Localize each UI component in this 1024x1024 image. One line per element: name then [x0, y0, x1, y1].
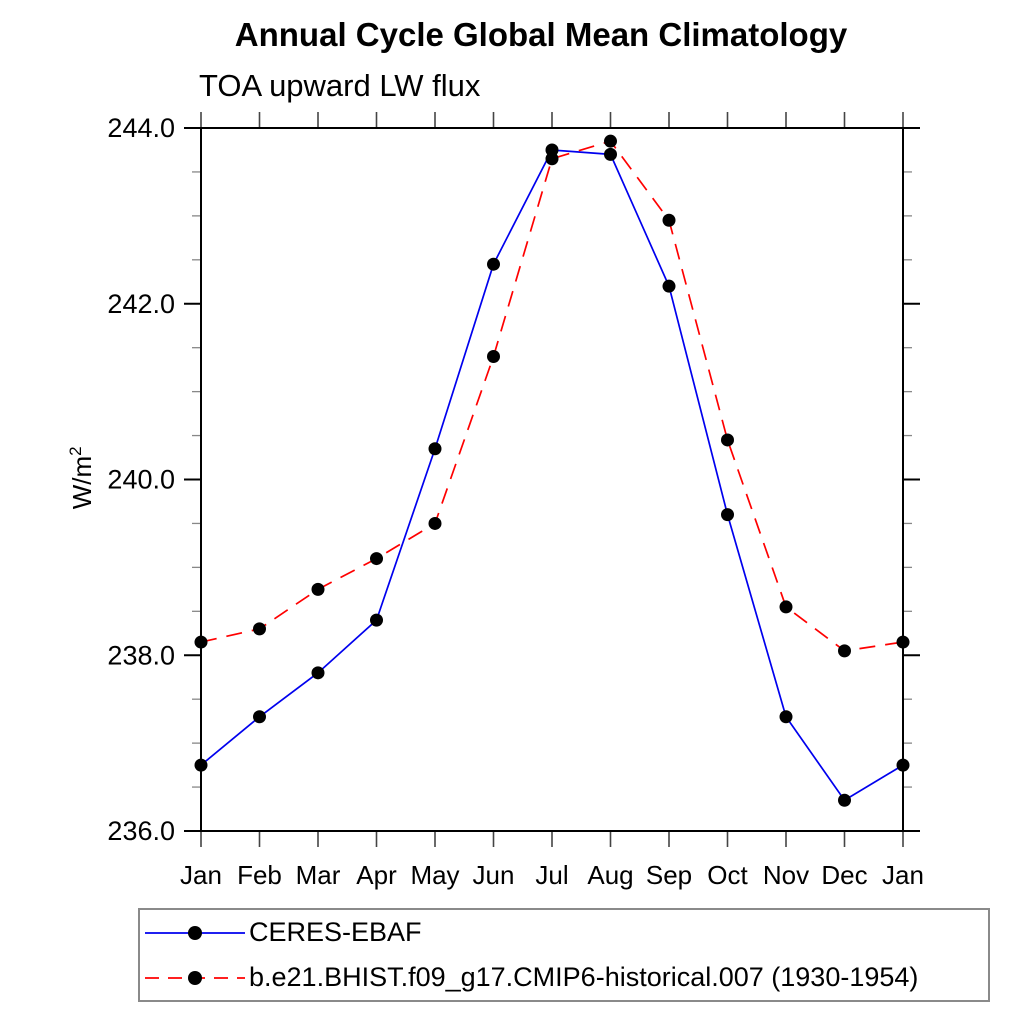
- data-point-marker: [604, 147, 617, 161]
- legend-sample-solid-line: [145, 925, 245, 940]
- data-point-marker: [896, 758, 910, 772]
- legend-box: CERES-EBAF b.e21.BHIST.f09_g17.CMIP6-his…: [138, 908, 990, 1002]
- x-tick-label: May: [410, 860, 459, 890]
- x-tick-label: Jan: [180, 860, 222, 890]
- series-line-0: [200, 149, 904, 802]
- y-tick-label: 238.0: [107, 640, 175, 670]
- y-axis-major-ticks: [184, 127, 920, 832]
- data-point-marker: [604, 134, 617, 148]
- legend-row-model: b.e21.BHIST.f09_g17.CMIP6-historical.007…: [140, 955, 988, 1000]
- data-point-marker: [487, 349, 500, 363]
- data-point-marker: [370, 613, 383, 627]
- data-point-marker: [311, 666, 325, 680]
- data-point-marker: [428, 442, 442, 456]
- plot-frame: [200, 127, 904, 832]
- x-tick-label: Jul: [535, 860, 568, 890]
- chart-subtitle: TOA upward LW flux: [199, 68, 481, 103]
- x-tick-label: Mar: [296, 860, 341, 890]
- y-axis-minor-ticks: [192, 171, 912, 788]
- data-point-marker: [253, 710, 266, 724]
- data-point-marker: [487, 257, 500, 271]
- legend-marker: [188, 970, 202, 985]
- data-point-marker: [253, 622, 266, 636]
- series-line-1: [200, 140, 904, 652]
- plot-area: 236.0 238.0 240.0 242.0 244.0 Jan Feb Mar Apr May…: [107, 112, 924, 890]
- data-point-marker: [779, 600, 793, 614]
- data-point-marker: [779, 710, 793, 724]
- legend-label-ceres: CERES-EBAF: [249, 917, 422, 947]
- x-axis-ticks: [200, 112, 904, 847]
- x-axis-tick-labels: Jan Feb Mar Apr May Jun Jul Aug Sep Oct Nov Dec Jan: [180, 860, 924, 890]
- x-tick-label: Nov: [763, 860, 809, 890]
- x-tick-label: Jun: [473, 860, 515, 890]
- chart-title: Annual Cycle Global Mean Climatology: [234, 16, 848, 53]
- data-point-marker: [838, 793, 851, 807]
- data-point-marker: [370, 552, 383, 566]
- y-tick-label: 236.0: [107, 816, 175, 846]
- data-point-marker: [838, 644, 851, 658]
- x-tick-label: Jan: [882, 860, 924, 890]
- data-point-marker: [428, 516, 442, 530]
- x-tick-label: Aug: [587, 860, 633, 890]
- x-tick-label: Dec: [821, 860, 867, 890]
- x-tick-label: Apr: [356, 860, 397, 890]
- legend-row-ceres: CERES-EBAF: [140, 910, 988, 955]
- data-point-marker: [194, 635, 208, 649]
- data-point-marker: [721, 433, 734, 447]
- y-axis-tick-labels: 236.0 238.0 240.0 242.0 244.0: [107, 113, 175, 846]
- legend-label-model: b.e21.BHIST.f09_g17.CMIP6-historical.007…: [249, 962, 919, 992]
- x-tick-label: Oct: [707, 860, 748, 890]
- series-markers-1: [194, 134, 910, 658]
- x-tick-label: Feb: [237, 860, 282, 890]
- data-point-marker: [662, 213, 676, 227]
- data-point-marker: [311, 582, 325, 596]
- y-tick-label: 244.0: [107, 113, 175, 143]
- legend-sample-dashed-line: [145, 970, 245, 985]
- data-point-marker: [721, 508, 734, 522]
- data-point-marker: [662, 279, 676, 293]
- y-tick-label: 242.0: [107, 289, 175, 319]
- data-point-marker: [545, 152, 559, 166]
- series-markers-0: [194, 143, 910, 807]
- data-point-marker: [896, 635, 910, 649]
- y-tick-label: 240.0: [107, 465, 175, 495]
- legend-marker: [188, 925, 202, 940]
- x-tick-label: Sep: [646, 860, 692, 890]
- data-point-marker: [194, 758, 208, 772]
